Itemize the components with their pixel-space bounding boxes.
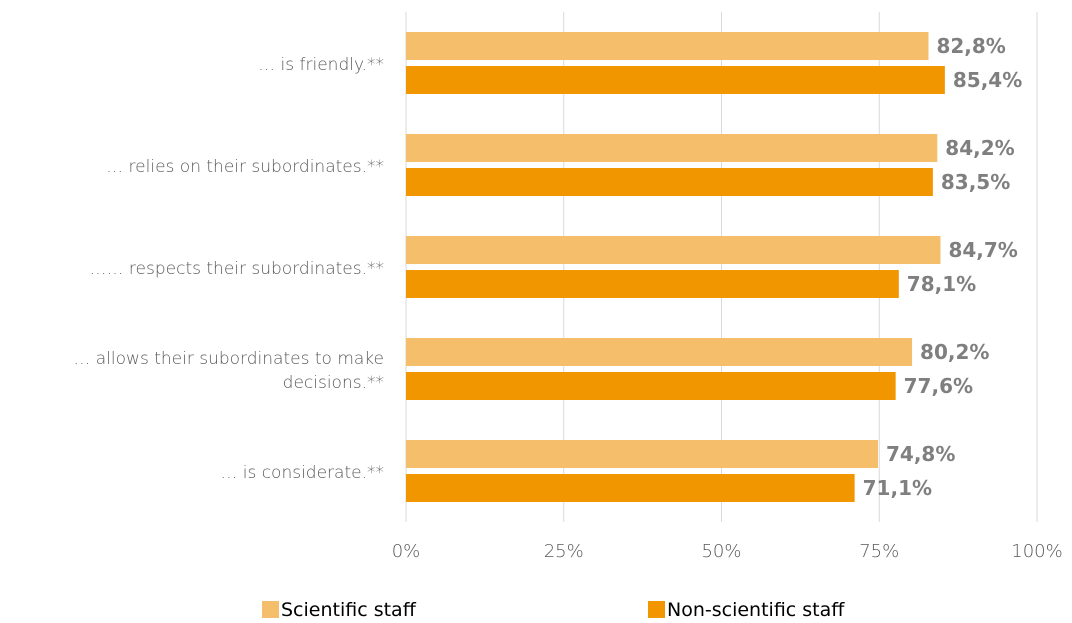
legend-label: Scientific staff <box>281 599 417 621</box>
data-label: 80,2% <box>920 340 989 364</box>
x-tick-label: 100% <box>1011 541 1062 562</box>
bar <box>406 66 945 94</box>
category-label: … relies on their subordinates.** <box>106 157 384 177</box>
data-label: 71,1% <box>863 476 932 500</box>
bar <box>406 474 855 502</box>
category-label: … is friendly.** <box>258 55 384 75</box>
legend-label: Non-scientific staff <box>667 599 845 621</box>
data-label: 74,8% <box>886 442 955 466</box>
bar <box>406 440 878 468</box>
bar <box>406 168 933 196</box>
x-tick-label: 0% <box>392 541 421 562</box>
bar <box>406 372 896 400</box>
legend-swatch <box>648 601 665 618</box>
legend-swatch <box>262 601 279 618</box>
data-label: 77,6% <box>904 374 973 398</box>
x-tick-label: 50% <box>701 541 741 562</box>
bar <box>406 134 938 162</box>
data-label: 84,7% <box>948 238 1017 262</box>
bars <box>406 32 945 502</box>
data-label: 83,5% <box>941 170 1010 194</box>
data-label: 85,4% <box>953 68 1022 92</box>
bar <box>406 270 899 298</box>
data-label: 84,2% <box>945 136 1014 160</box>
bar <box>406 32 929 60</box>
bar <box>406 236 941 264</box>
gridlines <box>405 12 1038 522</box>
category-label: …… respects their subordinates.** <box>90 259 384 279</box>
category-labels: … is friendly.** … relies on their subord… <box>73 55 384 483</box>
x-axis-tick-labels: 0% 25% 50% 75% 100% <box>392 541 1063 562</box>
data-label: 78,1% <box>907 272 976 296</box>
x-tick-label: 75% <box>859 541 899 562</box>
data-label: 82,8% <box>936 34 1005 58</box>
category-label: decisions.** <box>283 373 384 393</box>
category-label: … is considerate.** <box>220 463 384 483</box>
x-tick-label: 25% <box>544 541 584 562</box>
legend: Scientific staff Non-scientific staff <box>262 599 845 621</box>
bar <box>406 338 913 366</box>
data-labels: 82,8% 84,2% 84,7% 80,2% 74,8% 85,4% 83,5% 78,1%… <box>863 34 1023 500</box>
category-label: … allows their subordinates to make <box>73 349 384 369</box>
